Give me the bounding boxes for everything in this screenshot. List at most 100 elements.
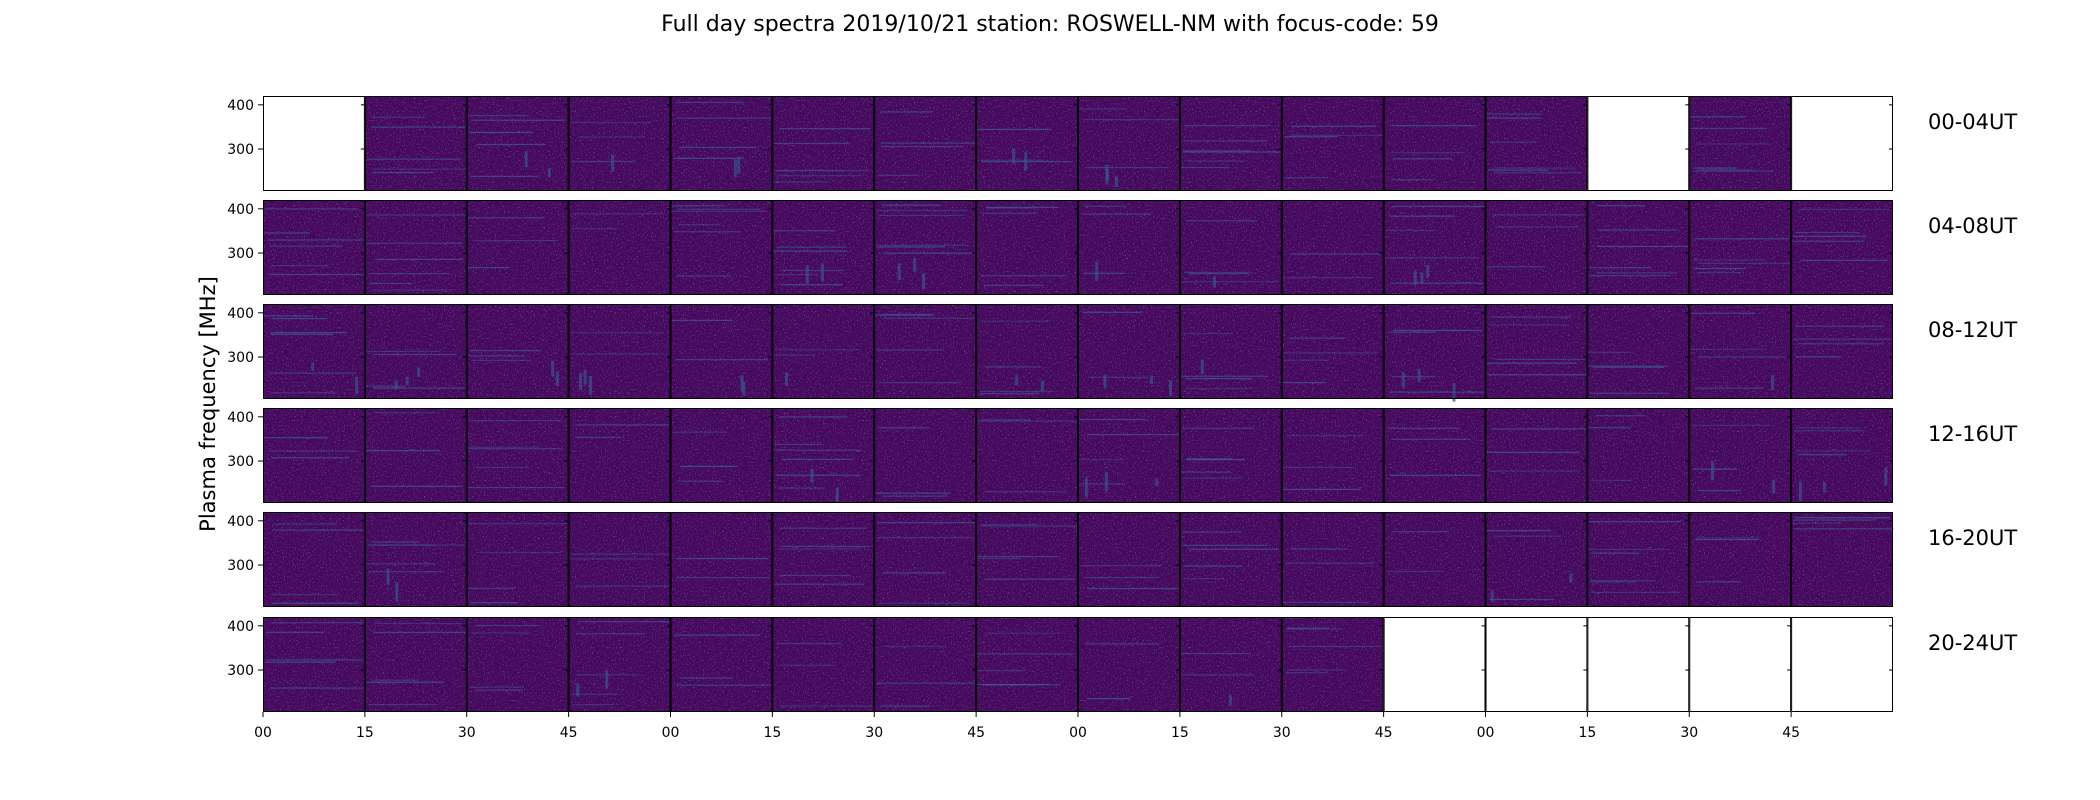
spectrum-panel (263, 617, 373, 712)
spectrum-panel (772, 200, 875, 295)
spectrum-panel (670, 512, 773, 607)
spectrum-panel (670, 200, 773, 295)
spectrum-panel (466, 304, 569, 399)
spectrum-panel (1689, 408, 1792, 503)
spectrum-panel (568, 304, 671, 399)
spectrum-panel (364, 617, 473, 712)
spectrum-panel (772, 512, 875, 607)
y-tick-label: 300 (227, 142, 254, 158)
spectrum-panel (1179, 617, 1282, 712)
spectrum-panel (874, 304, 979, 399)
spectrum-panel (1485, 200, 1588, 295)
spectrum-panel (1485, 512, 1588, 607)
spectrum-panel (1689, 200, 1796, 295)
y-tick-label: 400 (227, 410, 254, 426)
spectrum-panel (1179, 304, 1282, 399)
x-tick-label: 00 (1477, 725, 1495, 741)
x-tick-label: 45 (1375, 725, 1393, 741)
x-tick-label: 45 (560, 725, 578, 741)
spectrum-panel (466, 96, 569, 191)
spectrum-panel (1791, 304, 1893, 399)
y-tick-label: 400 (227, 98, 254, 114)
y-tick-label: 300 (227, 246, 254, 262)
spectrum-panel (772, 617, 881, 712)
spectrum-panel (1587, 200, 1698, 295)
spectrum-panel (1791, 408, 1893, 503)
spectrum-panel (466, 617, 569, 712)
spectrum-panel (263, 96, 365, 191)
spectrum-panel (1179, 96, 1282, 191)
row-label: 04-08UT (1928, 214, 2017, 238)
spectrum-panel (670, 617, 775, 712)
spectrum-panel (1281, 200, 1384, 295)
spectrum-panel (976, 408, 1079, 503)
row-label: 08-12UT (1928, 318, 2017, 342)
spectrum-panel (1485, 617, 1588, 712)
spectrum-panel (1791, 617, 1893, 712)
spectrum-panel (364, 512, 467, 607)
spectrum-panel (1485, 96, 1588, 191)
x-tick-label: 30 (865, 725, 883, 741)
spectrum-panel (1587, 96, 1690, 191)
spectrum-panel (1791, 200, 1893, 295)
spectrum-panel (263, 512, 366, 607)
spectrum-panel (1078, 512, 1189, 607)
spectrum-panel (1078, 96, 1180, 191)
row-label: 16-20UT (1928, 526, 2017, 550)
spectrum-panel (874, 408, 977, 503)
spectrum-panel (1383, 512, 1486, 607)
y-tick-label: 400 (227, 306, 254, 322)
spectrum-panel (976, 617, 1078, 712)
spectrum-panel (1078, 200, 1180, 295)
spectrum-panel (1383, 96, 1486, 191)
spectrum-panel (976, 304, 1078, 399)
y-tick-label: 300 (227, 663, 254, 679)
spectrum-panel (263, 200, 370, 295)
spectrum-panel (1078, 617, 1180, 712)
spectrum-panel (1179, 200, 1282, 295)
spectrum-panel (670, 408, 773, 503)
spectrum-panel (568, 408, 675, 503)
spectrum-panel (670, 96, 773, 191)
spectrum-panel (263, 304, 365, 399)
y-tick-label: 300 (227, 558, 254, 574)
x-tick-label: 45 (967, 725, 985, 741)
spectrum-panel (1383, 617, 1486, 712)
y-tick-label: 300 (227, 350, 254, 366)
spectrum-panel (263, 408, 365, 503)
x-tick-label: 00 (662, 725, 680, 741)
x-tick-label: 00 (1069, 725, 1087, 741)
spectrum-panel (568, 96, 671, 191)
x-tick-label: 30 (458, 725, 476, 741)
chart-title: Full day spectra 2019/10/21 station: ROS… (661, 12, 1439, 37)
spectrum-panel (874, 200, 984, 295)
spectrum-panel (1281, 408, 1384, 503)
spectrum-panel (772, 408, 875, 503)
y-tick-label: 400 (227, 514, 254, 530)
spectrum-panel (1485, 304, 1588, 399)
spectrum-panel (364, 96, 473, 191)
spectrum-panel (772, 96, 875, 191)
spectrum-panel (1587, 408, 1690, 503)
x-tick-label: 00 (254, 725, 272, 741)
spectrum-panel (1689, 512, 1792, 607)
row-label: 20-24UT (1928, 631, 2017, 655)
spectrum-panel (466, 512, 569, 607)
spectrum-panel (1179, 408, 1282, 503)
spectrum-panel (1689, 617, 1792, 712)
spectrum-panel (874, 96, 978, 191)
spectrum-panel (568, 617, 671, 712)
x-tick-label: 15 (763, 725, 781, 741)
spectrum-panel (670, 304, 773, 399)
spectrum-panel (1689, 96, 1792, 191)
spectrum-panel (1791, 512, 1894, 607)
spectrum-panel (466, 408, 569, 503)
spectrum-panel (1485, 408, 1588, 503)
spectrum-panel (1281, 617, 1384, 712)
y-tick-label: 400 (227, 202, 254, 218)
x-tick-label: 45 (1782, 725, 1800, 741)
x-tick-label: 15 (1171, 725, 1189, 741)
x-tick-label: 30 (1273, 725, 1291, 741)
